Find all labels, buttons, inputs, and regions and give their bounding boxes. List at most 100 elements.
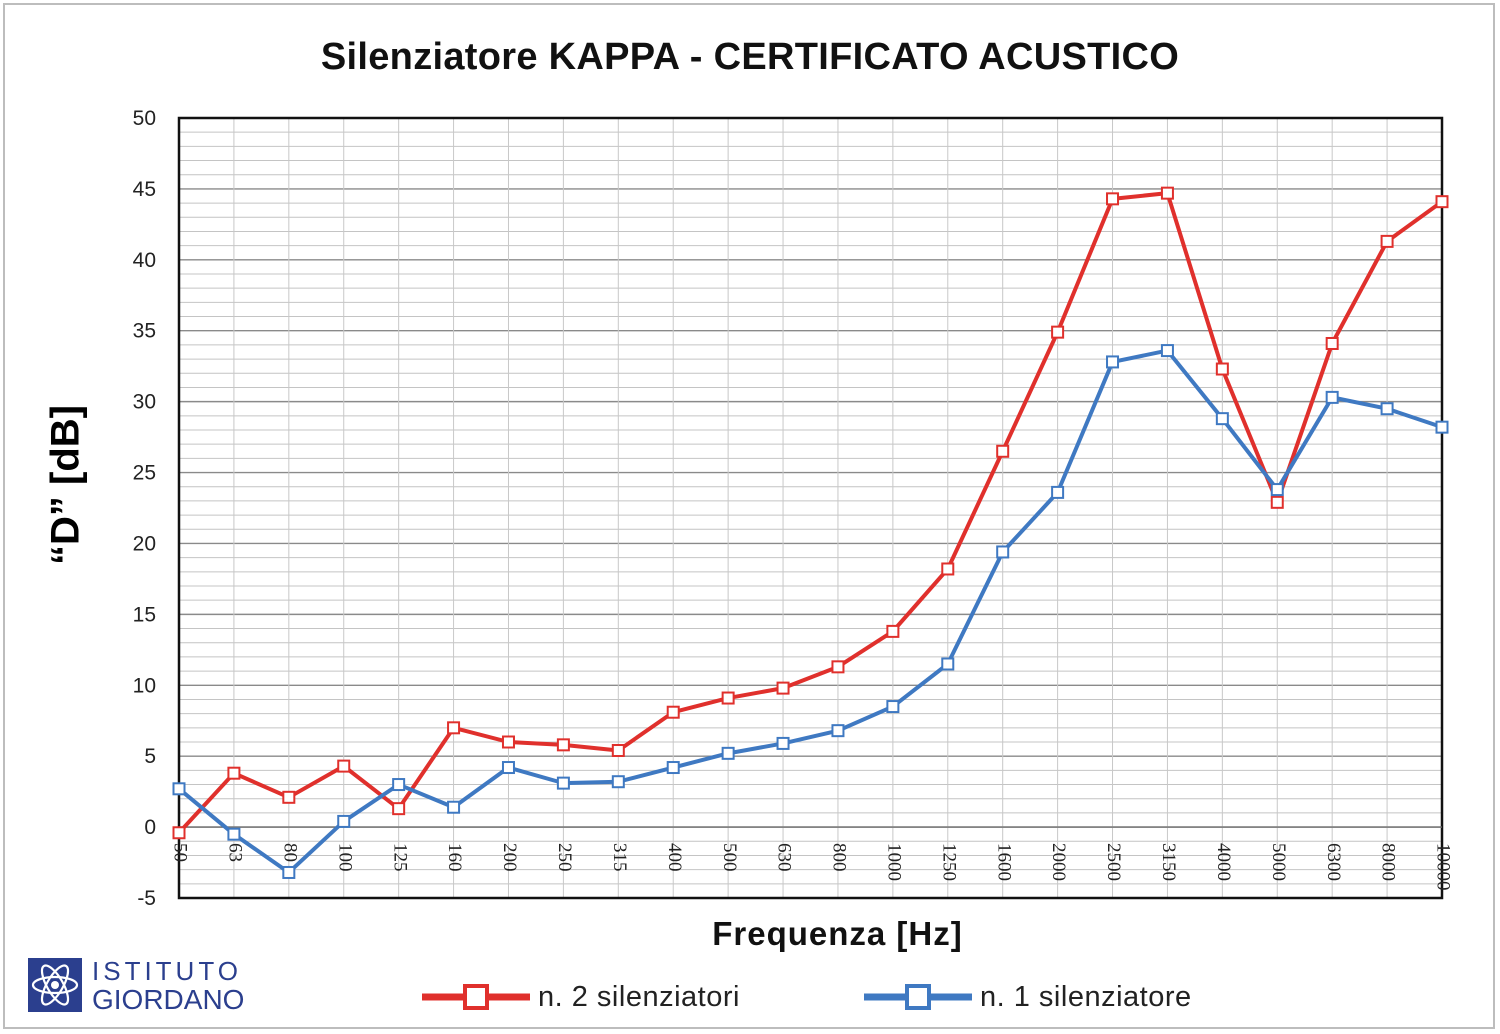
x-tick-label: 250 <box>554 843 575 872</box>
logo-text-line1: ISTITUTO <box>92 956 242 986</box>
x-tick-label: 800 <box>829 843 850 872</box>
data-point-series-1 <box>941 562 955 576</box>
x-tick-label: 8000 <box>1378 843 1399 881</box>
data-point-series-1 <box>666 705 680 719</box>
y-tick-label: 20 <box>133 532 156 555</box>
data-point-series-2 <box>227 827 241 841</box>
x-tick-label: 2000 <box>1048 843 1069 881</box>
data-point-series-1 <box>1435 195 1449 209</box>
x-tick-label: 5000 <box>1268 843 1289 881</box>
legend-label-series-2: n. 1 silenziatore <box>980 980 1192 1013</box>
plot-area <box>179 118 1442 898</box>
data-point-series-1 <box>1160 186 1174 200</box>
x-tick-label: 100 <box>334 843 355 872</box>
series-line-2 <box>177 348 1443 875</box>
legend-swatch-series-2 <box>864 984 972 1010</box>
atom-logo-icon <box>28 958 82 1012</box>
y-tick-label: 25 <box>133 462 156 485</box>
istituto-giordano-logo: ISTITUTO GIORDANO <box>28 956 278 1016</box>
y-tick-label: 0 <box>144 816 156 839</box>
legend-swatch-series-1 <box>422 984 530 1010</box>
data-point-series-2 <box>1325 390 1339 404</box>
data-point-series-1 <box>776 681 790 695</box>
data-point-series-2 <box>1435 420 1449 434</box>
legend-item-series-1: n. 2 silenziatori <box>420 975 740 1019</box>
x-tick-label: 10000 <box>1433 843 1454 891</box>
data-point-series-1 <box>1051 325 1065 339</box>
x-tick-label: 1250 <box>938 843 959 881</box>
data-point-series-2 <box>666 761 680 775</box>
y-tick-label: 45 <box>133 178 156 201</box>
data-point-series-2 <box>886 700 900 714</box>
data-point-series-1 <box>611 744 625 758</box>
data-point-series-1 <box>721 691 735 705</box>
x-tick-label: 3150 <box>1158 843 1179 881</box>
legend-label-series-1: n. 2 silenziatori <box>538 980 740 1013</box>
data-point-series-1 <box>996 444 1010 458</box>
data-point-series-2 <box>1106 355 1120 369</box>
x-tick-label: 160 <box>444 843 465 872</box>
data-point-series-1 <box>501 735 515 749</box>
data-point-series-2 <box>282 865 296 879</box>
chart-frame <box>3 3 1495 1029</box>
data-point-series-2 <box>172 782 186 796</box>
data-point-series-2 <box>447 800 461 814</box>
data-point-series-1 <box>1270 495 1284 509</box>
x-tick-label: 80 <box>279 843 300 862</box>
data-point-series-2 <box>392 778 406 792</box>
data-point-series-1 <box>831 660 845 674</box>
x-tick-label: 4000 <box>1213 843 1234 881</box>
x-tick-label: 630 <box>774 843 795 872</box>
x-tick-label: 500 <box>719 843 740 872</box>
x-tick-label: 6300 <box>1323 843 1344 881</box>
data-point-series-1 <box>447 721 461 735</box>
data-point-series-1 <box>1325 336 1339 350</box>
y-tick-label: 10 <box>133 674 156 697</box>
data-point-series-2 <box>1160 344 1174 358</box>
y-tick-label: 30 <box>133 391 156 414</box>
data-point-series-2 <box>1051 485 1065 499</box>
data-point-series-2 <box>721 746 735 760</box>
y-tick-label: 40 <box>133 249 156 272</box>
x-tick-label: 1600 <box>993 843 1014 881</box>
data-point-series-2 <box>1270 483 1284 497</box>
data-point-series-1 <box>886 624 900 638</box>
data-point-series-2 <box>996 545 1010 559</box>
x-tick-label: 2500 <box>1103 843 1124 881</box>
x-tick-label: 1000 <box>884 843 905 881</box>
data-point-series-2 <box>556 776 570 790</box>
x-tick-label: 315 <box>609 843 630 872</box>
data-point-series-1 <box>337 759 351 773</box>
data-point-series-2 <box>501 761 515 775</box>
series-line-1 <box>177 191 1444 835</box>
data-point-series-2 <box>831 724 845 738</box>
data-point-series-1 <box>227 766 241 780</box>
y-tick-label: 5 <box>144 745 156 768</box>
data-point-series-1 <box>1380 234 1394 248</box>
data-point-series-1 <box>556 738 570 752</box>
data-point-series-2 <box>611 775 625 789</box>
data-point-series-1 <box>1106 192 1120 206</box>
x-tick-label: 400 <box>664 843 685 872</box>
data-point-series-2 <box>337 814 351 828</box>
x-tick-label: 125 <box>389 843 410 872</box>
x-axis-label: Frequenza [Hz] <box>712 915 963 952</box>
data-point-series-1 <box>172 826 186 840</box>
data-point-series-1 <box>1215 362 1229 376</box>
y-tick-label: 15 <box>133 603 156 626</box>
legend-item-series-2: n. 1 silenziatore <box>862 975 1192 1019</box>
plot-border <box>177 116 1444 900</box>
data-point-series-2 <box>1380 402 1394 416</box>
logo-text-line2: GIORDANO <box>92 984 245 1015</box>
data-point-series-1 <box>392 802 406 816</box>
y-tick-label: 35 <box>133 320 156 343</box>
x-tick-label: 63 <box>225 843 246 862</box>
data-point-series-1 <box>282 790 296 804</box>
y-tick-label: 50 <box>133 107 156 130</box>
data-point-series-2 <box>941 657 955 671</box>
x-tick-label: 50 <box>170 843 191 862</box>
x-tick-label: 200 <box>499 843 520 872</box>
data-point-series-2 <box>776 736 790 750</box>
chart-title: Silenziatore KAPPA - CERTIFICATO ACUSTIC… <box>320 36 1180 78</box>
